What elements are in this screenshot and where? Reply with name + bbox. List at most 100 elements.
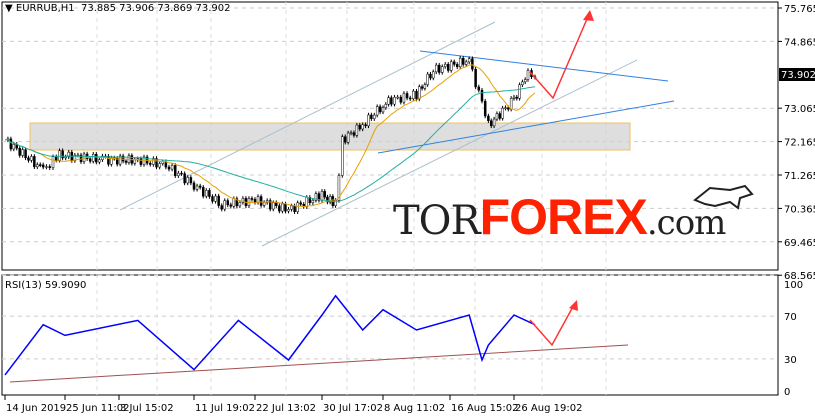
candle [195,185,199,190]
candle [358,124,362,130]
time-tick-label: 22 Jul 13:02 [256,403,316,414]
trendline-resistance [419,50,669,82]
rsi-tick-label: 30 [784,355,797,366]
candle [378,106,382,113]
candle [396,96,399,99]
candle [55,156,58,161]
rsi-forecast-arrow [529,302,576,347]
symbol-header: ▼ EURRUB,H1 73.885 73.906 73.869 73.902 [5,3,231,14]
candle [268,200,272,210]
candle [61,150,64,159]
candle [12,144,16,150]
candle [314,193,318,201]
candle [30,156,33,161]
candle [399,96,403,103]
candle [152,158,155,165]
trendline-support [377,100,675,154]
candle [180,172,183,175]
candle [18,147,21,156]
candle [256,196,260,203]
price-axis: 75.765 74.865 73.065 72.165 71.265 70.365 69.4… [778,4,815,398]
candle [455,64,459,68]
channel-lower [261,59,638,247]
candle [426,73,429,85]
candle [495,113,499,120]
candle [9,138,13,150]
candle [373,114,376,119]
candle [186,177,189,184]
candle [38,164,42,166]
rsi-panel-frame [1,274,779,396]
candle [489,120,493,127]
candle [205,190,208,197]
candle [305,197,309,207]
candle [461,57,465,65]
candle [284,203,287,212]
moving-average-slow [4,86,536,203]
candle [408,97,412,100]
candle [334,200,337,206]
candle [343,136,347,143]
time-tick-label: 25 Jun 11:02 [66,403,130,414]
forecast-arrow [529,11,591,100]
time-tick-label: 16 Aug 15:02 [451,403,518,414]
candle [507,107,510,110]
candle [364,124,367,127]
candle [262,202,266,206]
series-layer [4,55,537,376]
candle [220,205,223,210]
candle [158,163,161,168]
current-price-badge [779,68,815,81]
time-tick-label: 8 Aug 11:02 [384,403,445,414]
current-price-label: 73.902 [781,70,815,81]
candle [107,155,110,165]
arrow-head-icon [583,10,594,21]
candle [241,198,245,203]
price-tick-label: 69.465 [784,238,815,249]
dropdown-triangle-icon[interactable]: ▼ [5,3,16,14]
candle [235,198,239,207]
candle [443,64,447,67]
candle [423,84,427,89]
price-tick-label: 68.565 [784,271,815,282]
candle [420,86,424,89]
candle [21,149,24,156]
candle [232,198,236,207]
candle [523,79,527,83]
candle [198,185,202,188]
candle [201,187,205,197]
candle [367,114,370,127]
candle [155,158,158,168]
candle [183,173,186,184]
candle [458,57,462,68]
candle [405,93,409,99]
candle [518,84,521,99]
rsi-line [4,294,536,376]
candle [278,205,281,212]
candle [229,204,233,207]
candle [498,113,502,119]
candle [238,202,242,207]
candle [467,58,471,63]
candle [250,198,254,200]
candle [504,107,507,109]
candle [480,89,484,102]
time-tick-label: 3 Jul 15:02 [120,403,174,414]
candle [88,158,92,162]
candle [317,193,321,201]
candle [98,159,101,163]
candle [226,200,230,206]
torforex-logo: TORFOREX.com [393,188,726,246]
candle [95,153,98,163]
candle [177,172,180,176]
candle [432,71,435,79]
candle [415,90,418,100]
candle [214,195,217,202]
rsi-tick-label: 70 [784,312,797,323]
time-tick-label: 11 Jul 19:02 [195,403,255,414]
candle [139,158,143,165]
candle [349,132,353,134]
candle [509,98,513,110]
